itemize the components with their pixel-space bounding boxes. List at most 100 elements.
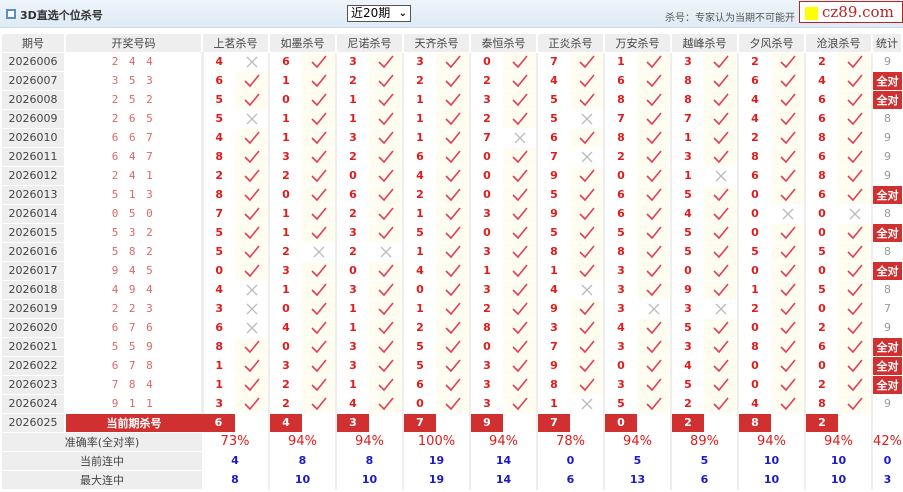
period-cell: 2026008 xyxy=(2,90,66,110)
kill-note: 杀号：专家认为当期不可能开 xyxy=(665,13,795,24)
kill-number: 1 xyxy=(269,109,302,129)
check-icon xyxy=(838,299,873,319)
check-icon xyxy=(838,356,873,376)
check-icon xyxy=(771,147,806,167)
stat-cell: 8 xyxy=(872,242,902,262)
kill-number: 6 xyxy=(403,147,436,167)
check-icon xyxy=(302,356,337,376)
kill-number: 2 xyxy=(470,299,503,319)
check-icon xyxy=(369,147,404,167)
cross-icon xyxy=(570,394,605,414)
kill-number: 3 xyxy=(604,337,637,357)
kill-number: 8 xyxy=(671,71,704,91)
check-icon xyxy=(570,242,605,262)
kill-number: 6 xyxy=(202,71,235,91)
kill-number: 2 xyxy=(269,166,302,186)
cross-icon xyxy=(838,204,873,224)
kill-number: 7 xyxy=(537,337,570,357)
kill-number: 3 xyxy=(470,375,503,395)
kill-number: 9 xyxy=(537,166,570,186)
kill-number: 1 xyxy=(537,394,570,414)
kill-number: 3 xyxy=(336,128,369,148)
check-icon xyxy=(235,356,270,376)
check-icon xyxy=(838,128,873,148)
kill-number: 7 xyxy=(202,204,235,224)
kill-number: 3 xyxy=(403,52,436,72)
check-icon xyxy=(771,166,806,186)
period-cell: 2026012 xyxy=(2,166,66,186)
summary-value: 10 xyxy=(738,470,806,490)
check-icon xyxy=(503,375,538,395)
kill-number: 3 xyxy=(470,280,503,300)
kill-number: 1 xyxy=(269,223,302,243)
period-cell: 2026022 xyxy=(2,356,66,376)
check-icon xyxy=(302,147,337,167)
check-icon xyxy=(369,280,404,300)
kill-number: 1 xyxy=(604,52,637,72)
draw-number-cell: 5 8 2 xyxy=(65,242,204,262)
kill-number: 2 xyxy=(738,128,771,148)
kill-number: 3 xyxy=(470,204,503,224)
kill-number: 0 xyxy=(470,185,503,205)
summary-stat-value: 42% xyxy=(872,432,902,452)
kill-number: 0 xyxy=(805,223,838,243)
kill-number: 6 xyxy=(604,185,637,205)
check-icon xyxy=(771,185,806,205)
stat-cell: 全对 xyxy=(872,223,902,243)
kill-number: 9 xyxy=(537,204,570,224)
period-cell: 2026016 xyxy=(2,242,66,262)
cross-icon xyxy=(369,242,404,262)
empty-cell xyxy=(302,413,337,433)
column-header-stat: 统计 xyxy=(872,34,903,53)
kill-number: 3 xyxy=(604,280,637,300)
stat-cell: 9 xyxy=(872,166,902,186)
kill-number: 4 xyxy=(202,52,235,72)
summary-value: 8 xyxy=(202,470,270,490)
kill-number: 6 xyxy=(269,52,302,72)
kill-number: 7 xyxy=(604,109,637,129)
kill-number: 3 xyxy=(470,242,503,262)
check-icon xyxy=(503,318,538,338)
check-icon xyxy=(570,318,605,338)
kill-number: 2 xyxy=(604,147,637,167)
check-icon xyxy=(302,128,337,148)
summary-value: 94% xyxy=(269,432,337,452)
draw-number-cell: 9 1 1 xyxy=(65,394,204,414)
check-icon xyxy=(503,185,538,205)
cross-icon xyxy=(235,52,270,72)
check-icon xyxy=(503,147,538,167)
check-icon xyxy=(704,375,739,395)
cross-icon xyxy=(570,109,605,129)
kill-number: 3 xyxy=(470,90,503,110)
check-icon xyxy=(369,166,404,186)
kill-number: 4 xyxy=(738,109,771,129)
check-icon xyxy=(235,375,270,395)
kill-number: 1 xyxy=(336,299,369,319)
column-header-expert: 万安杀号 xyxy=(604,34,672,53)
check-icon xyxy=(302,185,337,205)
check-icon xyxy=(436,166,471,186)
check-icon xyxy=(436,185,471,205)
check-icon xyxy=(570,337,605,357)
summary-value: 94% xyxy=(805,432,873,452)
kill-number: 0 xyxy=(269,299,302,319)
kill-number: 8 xyxy=(805,128,838,148)
period-range-select[interactable]: 近20期 ⌄ xyxy=(347,5,411,22)
check-icon xyxy=(637,71,672,91)
kill-number: 1 xyxy=(403,204,436,224)
check-icon xyxy=(637,375,672,395)
current-kill-number: 2 xyxy=(671,413,704,433)
current-kill-number: 3 xyxy=(336,413,369,433)
kill-number: 0 xyxy=(604,166,637,186)
draw-number-cell: 0 5 0 xyxy=(65,204,204,224)
check-icon xyxy=(771,356,806,376)
check-icon xyxy=(503,204,538,224)
kill-number: 2 xyxy=(336,147,369,167)
check-icon xyxy=(503,242,538,262)
kill-number: 3 xyxy=(202,394,235,414)
check-icon xyxy=(771,242,806,262)
check-icon xyxy=(570,223,605,243)
check-icon xyxy=(369,337,404,357)
